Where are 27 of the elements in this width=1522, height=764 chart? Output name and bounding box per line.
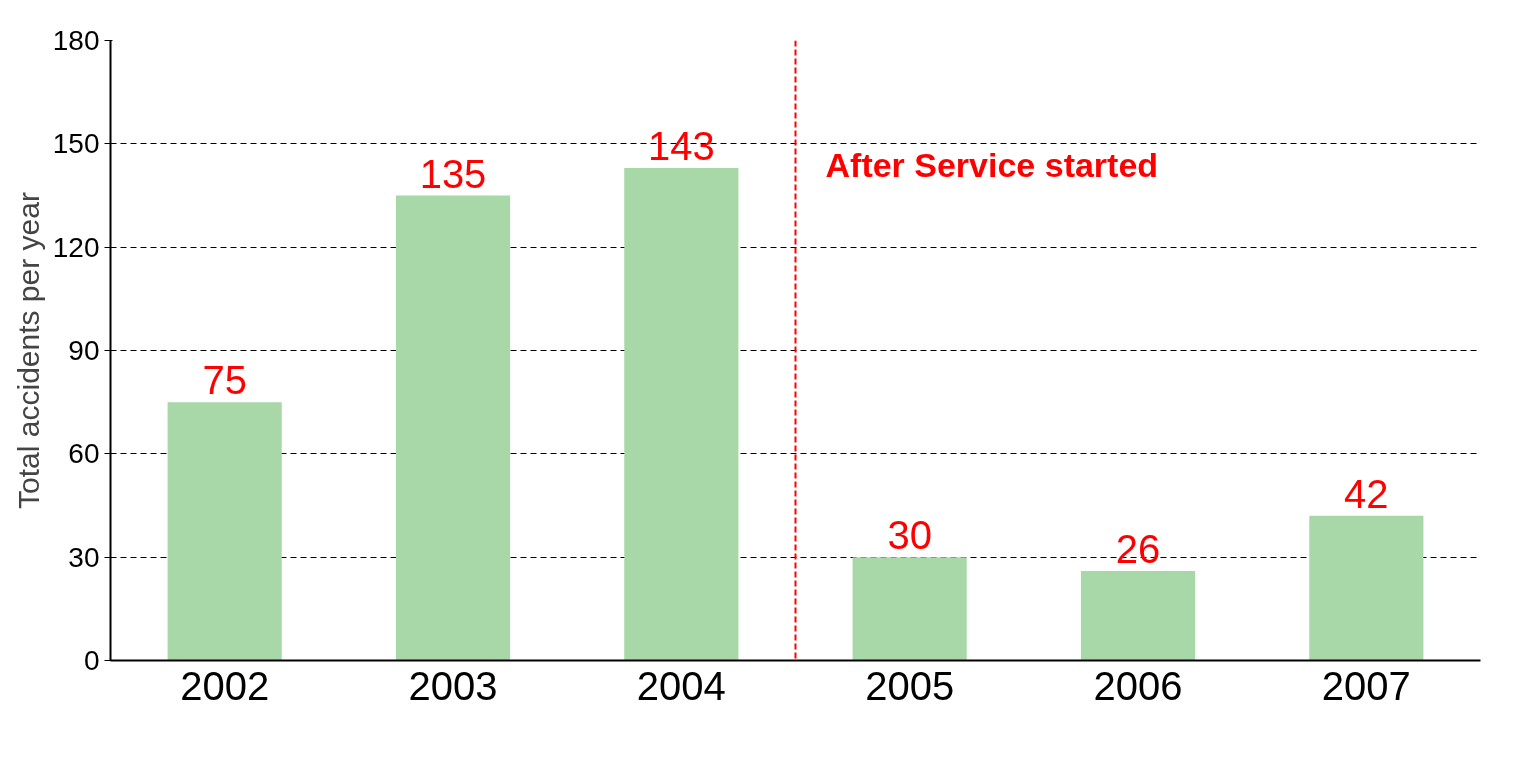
x-tick-label: 2003 bbox=[408, 663, 498, 708]
y-tick-label: 90 bbox=[68, 335, 100, 366]
bar bbox=[1080, 570, 1196, 661]
data-label: 143 bbox=[647, 123, 715, 168]
bar bbox=[395, 195, 511, 661]
x-tick-label: 2002 bbox=[180, 663, 270, 708]
x-tick-label: 2007 bbox=[1321, 663, 1411, 708]
y-tick-label: 120 bbox=[52, 231, 100, 263]
data-label: 26 bbox=[1115, 526, 1161, 571]
data-label: 75 bbox=[202, 358, 247, 403]
y-tick-label: 0 bbox=[83, 645, 100, 676]
y-tick-label: 30 bbox=[68, 541, 100, 573]
y-tick-label: 180 bbox=[52, 25, 100, 56]
bar bbox=[1309, 515, 1424, 661]
y-tick-label: 150 bbox=[52, 128, 100, 160]
bar bbox=[852, 557, 967, 661]
x-tick-label: 2006 bbox=[1093, 663, 1183, 708]
data-label: 135 bbox=[419, 151, 487, 196]
ref-line-label: After Service started bbox=[825, 145, 1159, 184]
bar bbox=[624, 167, 739, 661]
data-label: 30 bbox=[887, 513, 932, 558]
y-axis-title: Total accidents per year bbox=[11, 192, 45, 509]
x-tick-label: 2005 bbox=[865, 663, 955, 708]
x-tick-label: 2004 bbox=[636, 663, 726, 708]
y-tick-label: 60 bbox=[68, 438, 100, 470]
bar bbox=[167, 402, 282, 661]
data-label: 42 bbox=[1344, 471, 1389, 516]
